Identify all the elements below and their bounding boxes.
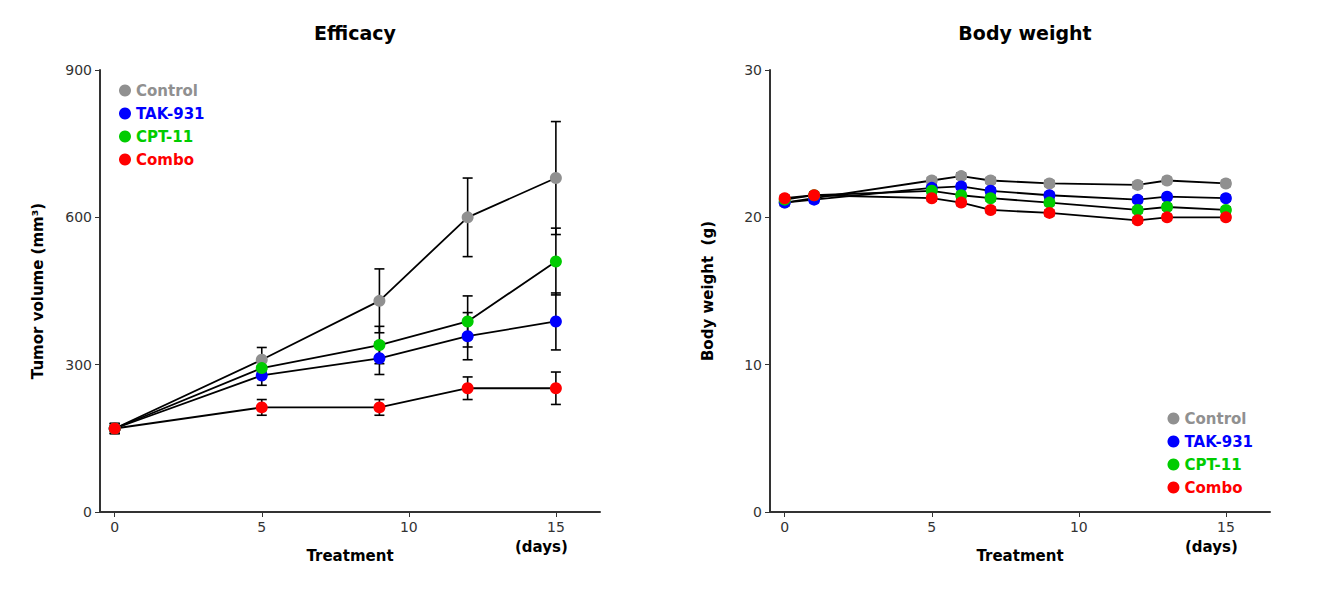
svg-text:10: 10 bbox=[744, 357, 762, 373]
svg-text:Efficacy: Efficacy bbox=[314, 22, 397, 44]
svg-text:Body weight: Body weight bbox=[958, 22, 1091, 44]
svg-text:Treatment: Treatment bbox=[976, 547, 1063, 565]
svg-text:Control: Control bbox=[136, 82, 198, 100]
svg-text:Body weight (g): Body weight (g) bbox=[699, 221, 717, 361]
svg-text:10: 10 bbox=[400, 519, 418, 535]
svg-text:0: 0 bbox=[780, 519, 789, 535]
svg-text:CPT-11: CPT-11 bbox=[136, 128, 193, 146]
svg-text:Tumor volume (mm³): Tumor volume (mm³) bbox=[29, 203, 47, 379]
svg-text:(days): (days) bbox=[515, 538, 568, 556]
svg-text:0: 0 bbox=[83, 504, 92, 520]
svg-text:0: 0 bbox=[110, 519, 119, 535]
svg-text:15: 15 bbox=[1217, 519, 1235, 535]
svg-text:30: 30 bbox=[744, 62, 762, 78]
svg-text:Treatment: Treatment bbox=[306, 547, 393, 565]
svg-text:0: 0 bbox=[753, 504, 762, 520]
svg-text:900: 900 bbox=[65, 62, 92, 78]
svg-text:5: 5 bbox=[257, 519, 266, 535]
svg-text:20: 20 bbox=[744, 209, 762, 225]
svg-text:TAK-931: TAK-931 bbox=[1184, 433, 1253, 451]
svg-text:Combo: Combo bbox=[1184, 479, 1242, 497]
svg-text:TAK-931: TAK-931 bbox=[136, 105, 205, 123]
svg-text:300: 300 bbox=[65, 357, 92, 373]
svg-text:Control: Control bbox=[1184, 410, 1246, 428]
svg-text:Combo: Combo bbox=[136, 151, 194, 169]
svg-text:5: 5 bbox=[927, 519, 936, 535]
svg-text:CPT-11: CPT-11 bbox=[1184, 456, 1241, 474]
svg-text:15: 15 bbox=[547, 519, 565, 535]
svg-text:600: 600 bbox=[65, 209, 92, 225]
svg-text:(days): (days) bbox=[1185, 538, 1238, 556]
svg-text:10: 10 bbox=[1070, 519, 1088, 535]
